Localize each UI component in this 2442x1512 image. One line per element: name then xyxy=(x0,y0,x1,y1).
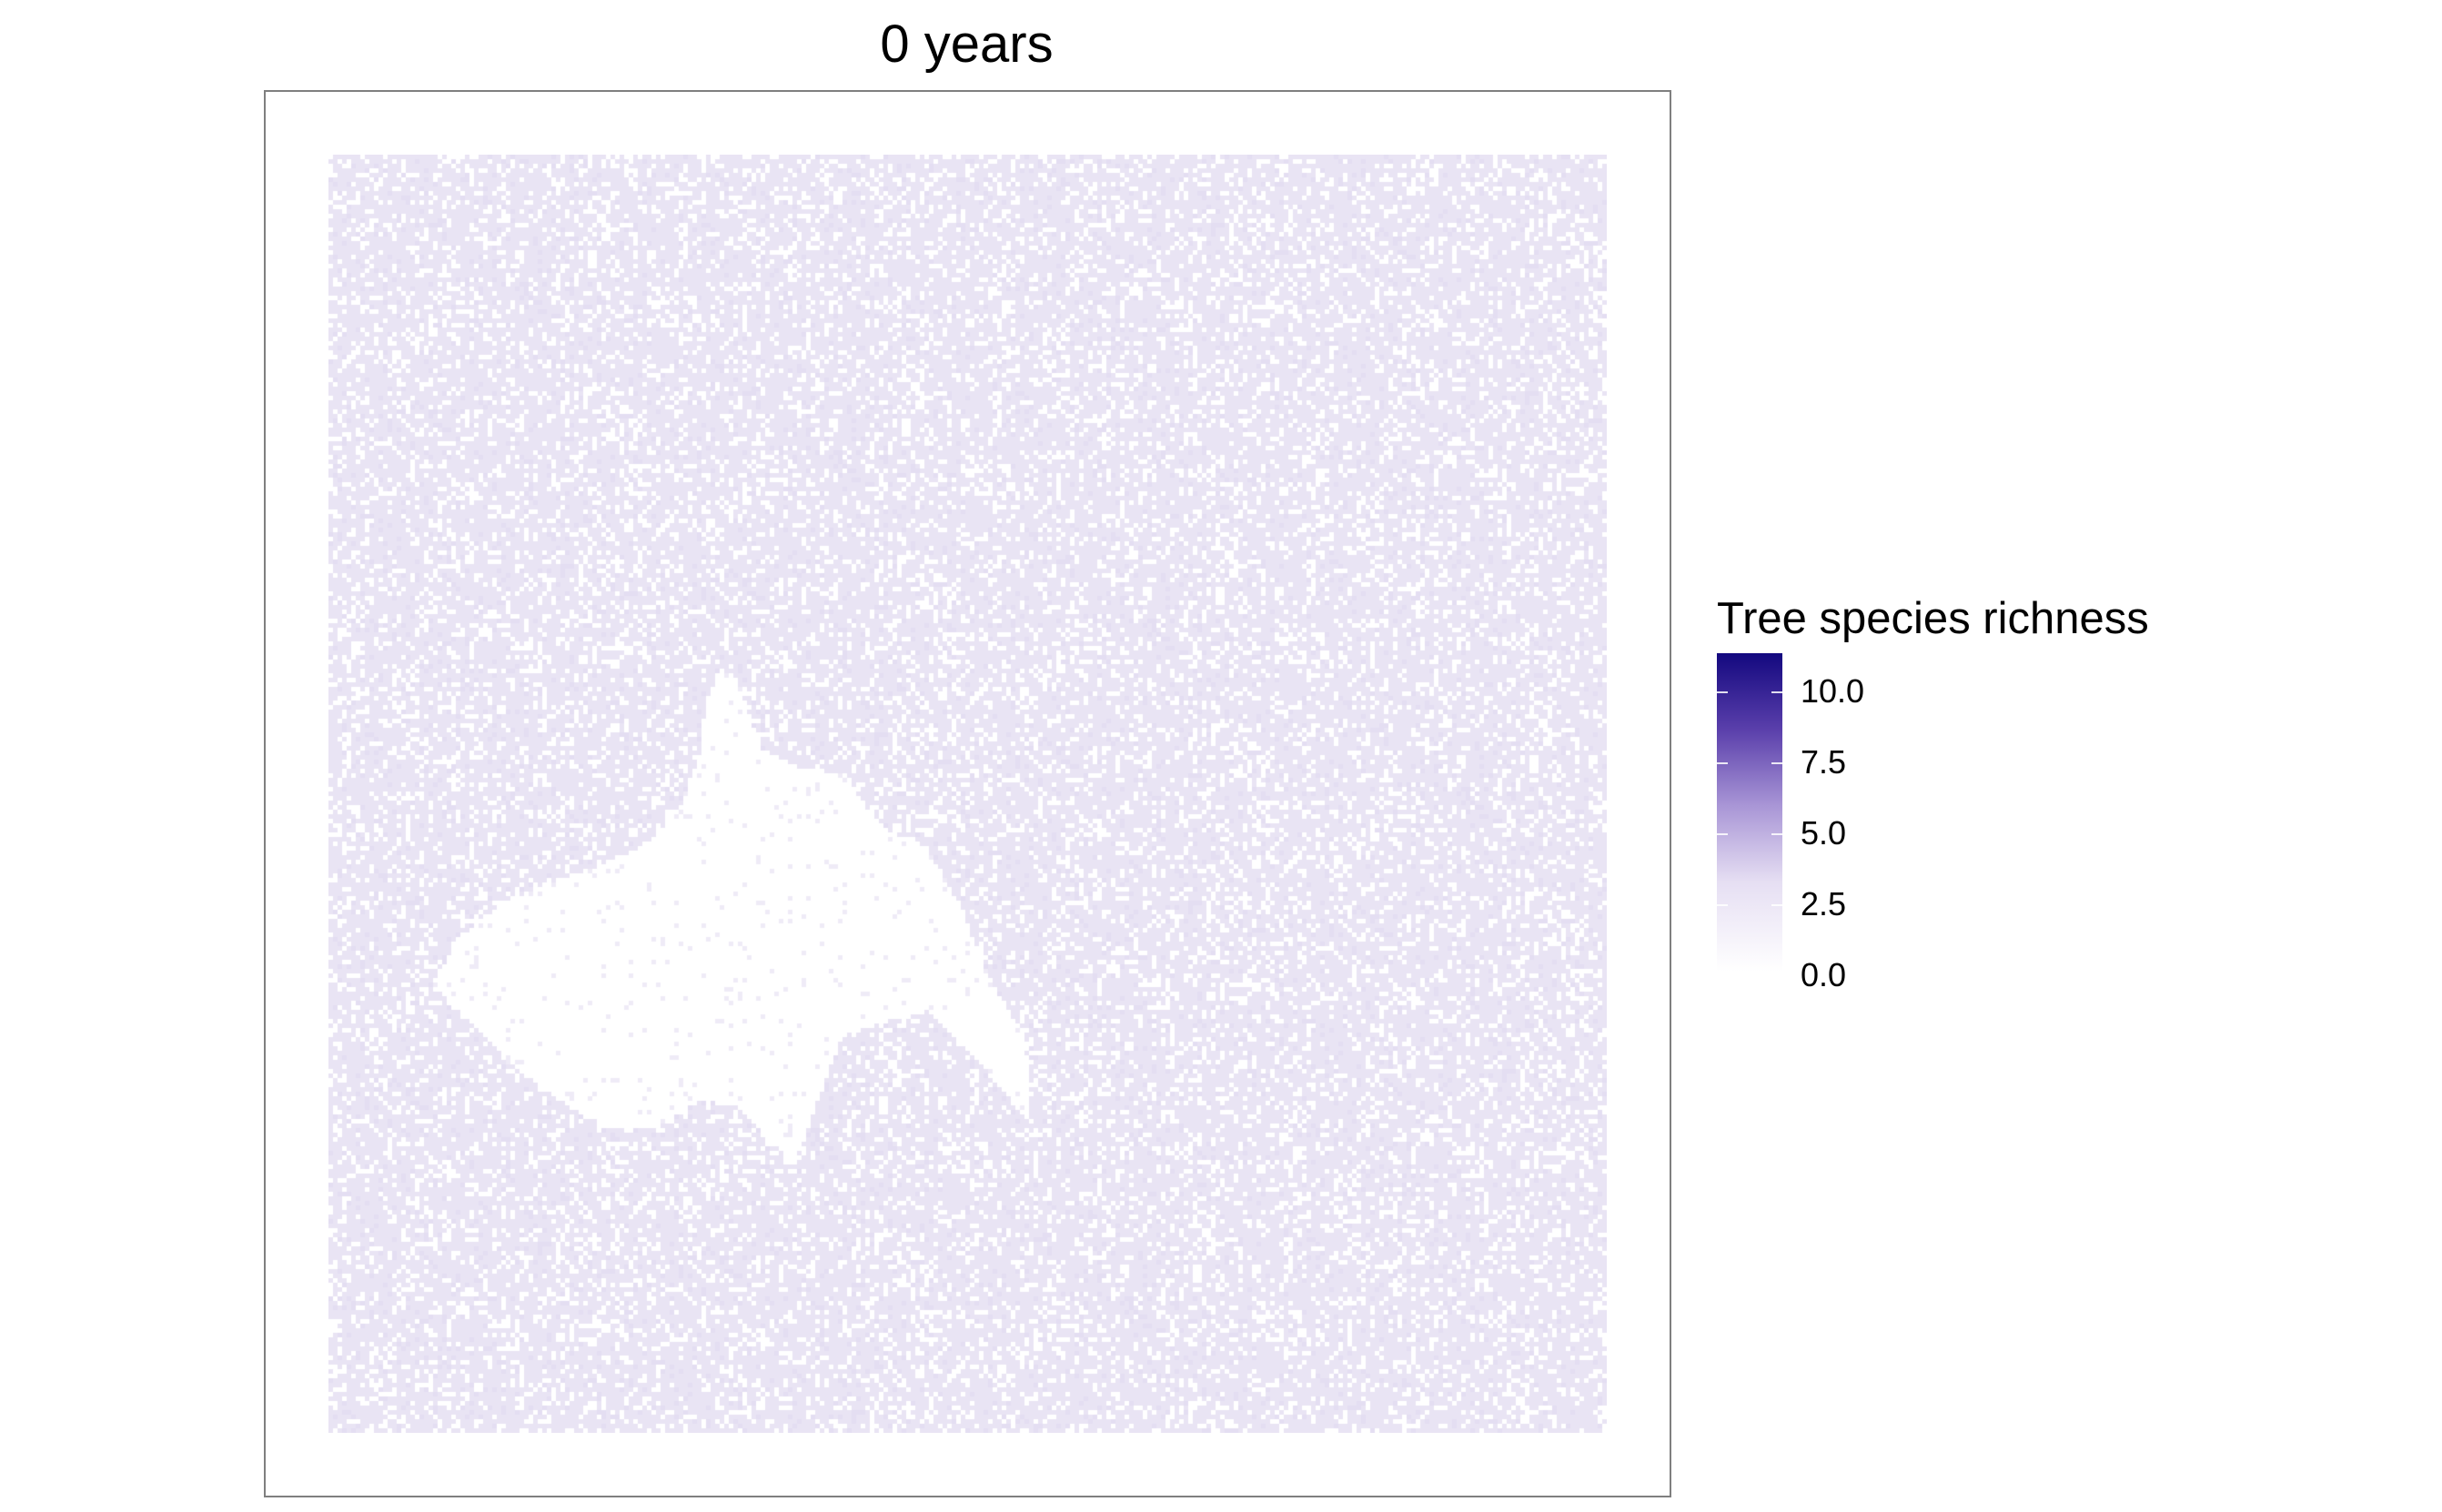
legend-label: 10.0 xyxy=(1801,672,1865,710)
species-richness-raster xyxy=(328,155,1607,1433)
legend-tick-right xyxy=(1771,904,1782,906)
legend-title: Tree species richness xyxy=(1717,594,2149,643)
legend-tick-left xyxy=(1717,833,1728,835)
legend-tick-left xyxy=(1717,691,1728,693)
legend-colorbar xyxy=(1717,653,1782,972)
legend-tick-left xyxy=(1717,904,1728,906)
legend-tick-right xyxy=(1771,833,1782,835)
plot-title: 0 years xyxy=(880,15,1054,74)
legend-label: 5.0 xyxy=(1801,814,1847,852)
legend-tick-left xyxy=(1717,762,1728,764)
map-panel xyxy=(264,90,1671,1497)
legend: Tree species richness 10.0 7.5 5.0 2.5 0… xyxy=(1717,591,2226,1010)
legend-label: 0.0 xyxy=(1801,956,1847,993)
legend-label: 2.5 xyxy=(1801,885,1847,922)
legend-label: 7.5 xyxy=(1801,743,1847,781)
legend-tick-right xyxy=(1771,762,1782,764)
legend-tick-right xyxy=(1771,691,1782,693)
